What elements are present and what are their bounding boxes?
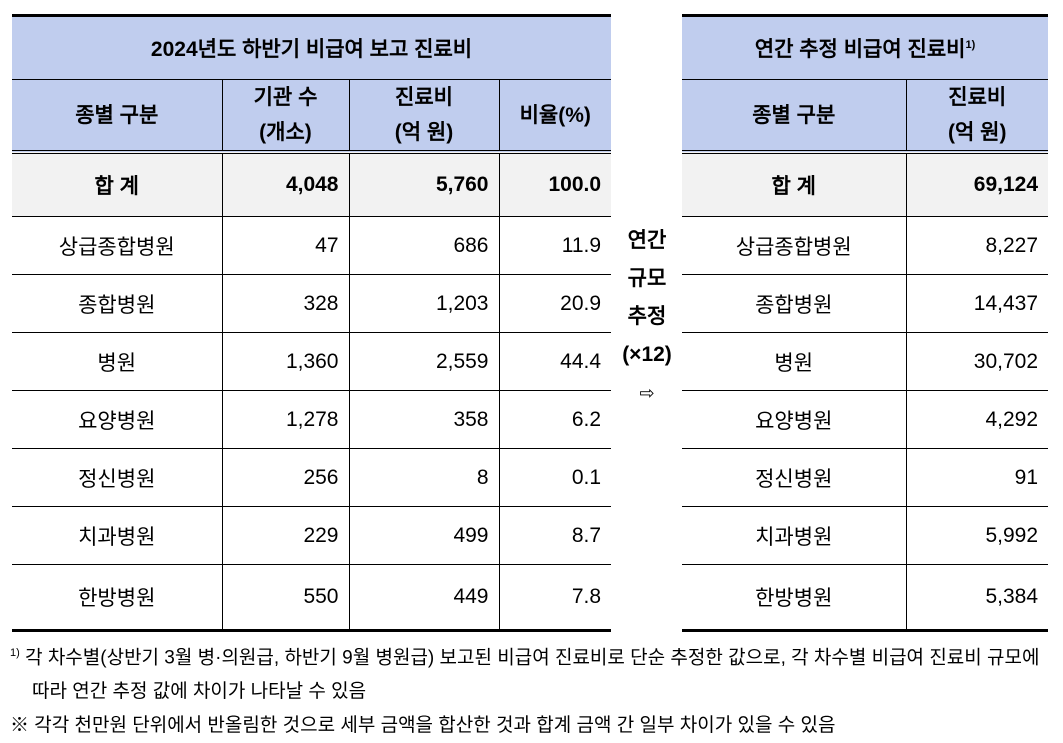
table-row: 정신병원 91 [682, 448, 1049, 507]
table-title: 연간 추정 비급여 진료비1) [682, 14, 1049, 80]
semiannual-report-table: 2024년도 하반기 비급여 보고 진료비 종별 구분 기관 수 (개소) 진료비… [12, 14, 612, 632]
header-category: 종별 구분 [12, 79, 223, 154]
table-row: 요양병원 1,278 358 6.2 [12, 390, 612, 449]
arrow-right-icon: ⇨ [639, 383, 655, 403]
header-cost: 진료비 (억 원) [905, 79, 1049, 154]
footnote-rounding: ※ 각각 천만원 단위에서 반올림한 것으로 세부 금액을 합산한 것과 합계 … [10, 715, 836, 737]
table-title: 2024년도 하반기 비급여 보고 진료비 [12, 14, 612, 80]
annual-estimate-label: 연간 규모 추정 (×12) ⇨ [612, 222, 682, 412]
header-category: 종별 구분 [682, 79, 907, 154]
table-row: 요양병원 4,292 [682, 390, 1049, 449]
table-row: 한방병원 5,384 [682, 564, 1049, 632]
table-row: 정신병원 256 8 0.1 [12, 448, 612, 507]
header-institutions: 기관 수 (개소) [221, 79, 350, 154]
total-row: 합 계 4,048 5,760 100.0 [12, 152, 612, 217]
annual-estimate-table: 연간 추정 비급여 진료비1) 종별 구분 진료비 (억 원) 합 계 69,12… [682, 14, 1049, 632]
header-ratio: 비율(%) [498, 79, 612, 154]
footnote-1: 1) 각 차수별(상반기 3월 병·의원급, 하반기 9월 병원급) 보고된 비… [10, 647, 1040, 703]
table-row: 치과병원 229 499 8.7 [12, 506, 612, 565]
table-row: 한방병원 550 449 7.8 [12, 564, 612, 632]
table-row: 치과병원 5,992 [682, 506, 1049, 565]
table-row: 상급종합병원 47 686 11.9 [12, 216, 612, 275]
table-row: 종합병원 14,437 [682, 274, 1049, 333]
footnotes: 1) 각 차수별(상반기 3월 병·의원급, 하반기 9월 병원급) 보고된 비… [10, 636, 1055, 743]
header-cost: 진료비 (억 원) [348, 79, 500, 154]
table-row: 상급종합병원 8,227 [682, 216, 1049, 275]
total-row: 합 계 69,124 [682, 152, 1049, 217]
table-row: 병원 30,702 [682, 332, 1049, 391]
table-row: 종합병원 328 1,203 20.9 [12, 274, 612, 333]
table-row: 병원 1,360 2,559 44.4 [12, 332, 612, 391]
